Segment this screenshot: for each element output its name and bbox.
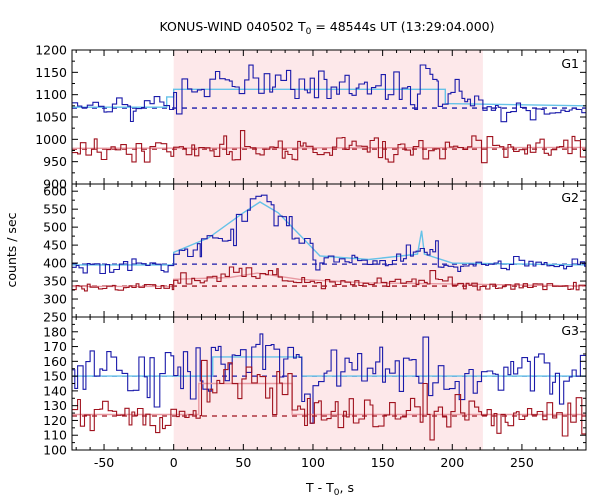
y-tick-label: 500 [43, 220, 67, 235]
panel-g3-data [72, 333, 586, 441]
x-tick-label: 250 [510, 455, 534, 470]
y-tick-label: 1100 [35, 87, 67, 102]
y-tick-label: 170 [43, 339, 67, 354]
y-tick-label: 1050 [35, 110, 67, 125]
chart-title: KONUS-WIND 040502 T0 = 48544s UT (13:29:… [159, 19, 494, 37]
y-tick-label: 160 [43, 354, 67, 369]
highlight-band-g2 [173, 184, 483, 317]
x-axis-label-subscript: 0 [334, 488, 340, 498]
y-tick-label: 450 [43, 238, 67, 253]
y-tick-label: 140 [43, 383, 67, 398]
panel-g1-data [72, 64, 586, 164]
y-tick-label: 1150 [35, 65, 67, 80]
chart-title-subscript: 0 [306, 27, 312, 37]
y-tick-label: 130 [43, 398, 67, 413]
y-tick-label: 600 [43, 184, 67, 199]
x-tick-label: 0 [170, 455, 178, 470]
y-tick-label: 1000 [35, 132, 67, 147]
chart-title-suffix: = 48544s UT (13:29:04.000) [311, 19, 494, 34]
y-tick-label: 120 [43, 413, 67, 428]
panel-label-g2: G2 [561, 190, 579, 205]
panel-label-g3: G3 [561, 323, 579, 338]
histogram-g2-lower [72, 266, 586, 292]
panel-label-g1: G1 [561, 56, 579, 71]
x-tick-label: 150 [371, 455, 395, 470]
ticks-layer: G190095010001050110011501200G22503003504… [35, 43, 586, 470]
x-tick-label: 50 [235, 455, 251, 470]
panel-g2-data [72, 194, 586, 292]
y-tick-label: 100 [43, 443, 67, 458]
x-axis-label-prefix: T - T [305, 480, 334, 495]
x-tick-label: -50 [94, 455, 114, 470]
highlight-interval-layer [173, 50, 483, 450]
y-tick-label: 150 [43, 369, 67, 384]
y-tick-label: 180 [43, 324, 67, 339]
data-layer [72, 64, 586, 441]
y-tick-label: 350 [43, 274, 67, 289]
y-tick-label: 1200 [35, 43, 67, 58]
fit-curve-g2-upper [72, 201, 586, 266]
x-tick-label: 200 [440, 455, 464, 470]
highlight-band-g1 [173, 50, 483, 184]
x-axis-label-suffix: , s [340, 480, 354, 495]
y-tick-label: 400 [43, 256, 67, 271]
y-tick-label: 300 [43, 292, 67, 307]
fit-curve-g1-lower [72, 146, 586, 150]
histogram-g3-upper [72, 333, 586, 424]
y-tick-label: 250 [43, 310, 67, 325]
x-axis-label: T - T0, s [305, 480, 354, 498]
histogram-g1-upper [72, 64, 586, 123]
chart-title-prefix: KONUS-WIND 040502 T [159, 19, 305, 34]
y-axis-label: counts / sec [4, 212, 19, 287]
x-tick-label: 100 [301, 455, 325, 470]
fit-curve-g3-upper [72, 356, 586, 377]
y-tick-label: 950 [43, 154, 67, 169]
histogram-g1-lower [72, 130, 586, 164]
y-tick-label: 550 [43, 202, 67, 217]
histogram-g3-lower [72, 359, 586, 441]
fit-curve-g3-lower [72, 382, 586, 416]
histogram-g2-upper [72, 194, 586, 275]
y-tick-label: 110 [43, 428, 67, 443]
y-tick-label: 900 [43, 177, 67, 192]
